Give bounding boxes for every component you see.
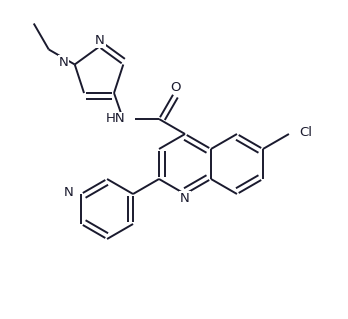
Text: N: N xyxy=(95,34,105,47)
Text: N: N xyxy=(180,191,190,204)
Text: Cl: Cl xyxy=(299,127,312,139)
Text: O: O xyxy=(170,80,180,93)
Text: N: N xyxy=(63,186,73,198)
Text: HN: HN xyxy=(105,113,125,125)
Text: N: N xyxy=(59,56,69,69)
